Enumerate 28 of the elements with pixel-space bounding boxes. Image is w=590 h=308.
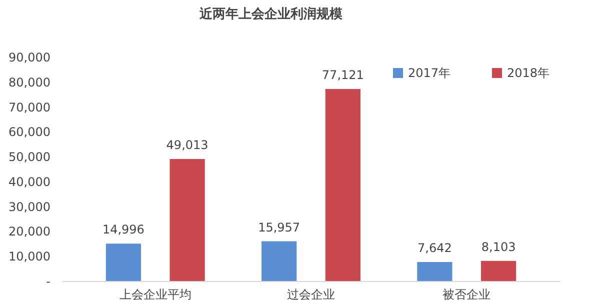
chart-title: 近两年上会企业利润规模 xyxy=(198,6,342,22)
legend-label: 2017年 xyxy=(408,66,451,80)
x-tick-label: 过会企业 xyxy=(287,288,335,302)
legend-label: 2018年 xyxy=(507,66,550,80)
y-tick-label: 60,000 xyxy=(8,125,50,140)
data-label: 49,013 xyxy=(166,138,208,152)
data-label: 15,957 xyxy=(258,220,300,234)
bar xyxy=(262,241,297,281)
bar xyxy=(325,89,360,281)
y-tick-label: 70,000 xyxy=(8,100,50,114)
y-tick-label: 10,000 xyxy=(8,250,50,264)
y-tick-label: 30,000 xyxy=(8,200,50,214)
bar xyxy=(480,260,516,281)
bar xyxy=(417,262,452,281)
data-label: 14,996 xyxy=(102,222,144,237)
bar xyxy=(170,159,205,281)
y-tick-label: 40,000 xyxy=(8,174,50,189)
y-tick-label: - xyxy=(46,274,50,288)
y-tick-label: 90,000 xyxy=(8,50,50,64)
data-label: 8,103 xyxy=(481,240,516,254)
x-tick-label: 上会企业平均 xyxy=(119,288,192,302)
y-tick-label: 80,000 xyxy=(8,75,50,90)
y-tick-label: 50,000 xyxy=(8,150,50,164)
y-tick-label: 20,000 xyxy=(8,224,50,239)
data-label: 7,642 xyxy=(418,240,452,255)
x-tick-label: 被否企业 xyxy=(442,288,491,302)
bar xyxy=(106,244,142,281)
data-label: 77,121 xyxy=(322,68,364,82)
